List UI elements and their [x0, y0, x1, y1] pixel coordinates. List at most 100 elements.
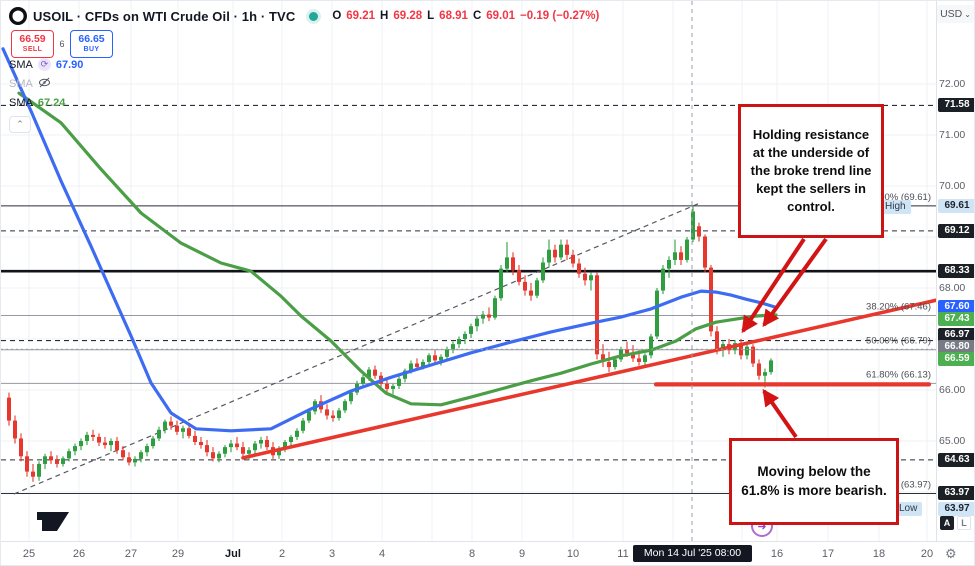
candle-body [205, 445, 209, 453]
crosshair-time-chip: Mon 14 Jul '25 08:00 [633, 545, 752, 562]
candle-body [145, 446, 149, 453]
candle-body [505, 257, 509, 269]
candles [7, 205, 773, 482]
candle-body [397, 378, 401, 386]
candle-body [481, 314, 485, 319]
sma-blue-line [1, 47, 778, 433]
candle-body [223, 447, 227, 454]
symbol-header: ⬤ USOIL · CFDs on WTI Crude Oil · 1h · T… [9, 6, 599, 26]
candle-body [403, 370, 407, 379]
price-axis-label-66.59: 66.59 [938, 352, 974, 366]
sma-green-line [17, 91, 778, 407]
candle-body [433, 355, 437, 361]
fib-level-label: 38.20% (67.46) [866, 302, 931, 313]
price-axis[interactable]: 72.00 71.58 71.00 70.00 69.61 69.12 68.33 68.00… [936, 1, 974, 541]
price-axis-label-69.12: 69.12 [938, 224, 974, 238]
candle-body [499, 268, 503, 299]
moving-averages [1, 47, 778, 433]
candle-body [427, 355, 431, 362]
candle-body [151, 438, 155, 447]
symbol-title[interactable]: USOIL · CFDs on WTI Crude Oil · 1h · TVC [33, 8, 296, 24]
drawn-trendlines[interactable] [241, 298, 938, 460]
candle-body [283, 442, 287, 449]
buy-button[interactable]: 66.65 BUY [70, 30, 113, 58]
candle-body [685, 239, 689, 260]
eye-off-icon[interactable] [38, 76, 51, 92]
candle-body [637, 358, 641, 362]
annotation-box-resistance[interactable]: Holding resistance at the underside of t… [738, 104, 884, 238]
time-axis-label-3: 3 [328, 548, 336, 560]
candle-body [289, 436, 293, 443]
annotation-arrows[interactable] [741, 237, 828, 439]
market-open-dot-icon[interactable] [309, 11, 319, 21]
time-axis[interactable]: Mon 14 Jul '25 08:00 25 26 27 29 Jul 2 3 4 8 9 10 1… [1, 541, 974, 565]
candle-body [79, 441, 83, 447]
red-arrow[interactable] [741, 237, 806, 334]
candle-body [247, 450, 251, 454]
red-arrow[interactable] [762, 388, 798, 439]
candle-body [613, 359, 617, 368]
time-axis-label-18: 18 [872, 548, 886, 560]
price-axis-label-68.33: 68.33 [938, 264, 974, 278]
candle-body [109, 441, 113, 446]
low-marker-label: Low [894, 502, 923, 516]
candle-body [703, 236, 707, 268]
candle-body [439, 356, 443, 361]
fib-level-label: 61.80% (66.13) [866, 369, 931, 380]
ohlc-letter: C [472, 10, 482, 22]
time-axis-label-4: 4 [378, 548, 386, 560]
candle-body [469, 326, 473, 334]
candle-body [361, 377, 365, 384]
collapse-legend-button[interactable]: ⌃ [9, 116, 31, 133]
candle-body [91, 434, 95, 437]
time-axis-label-17: 17 [821, 548, 835, 560]
candle-body [715, 331, 719, 350]
auto-scale-button[interactable]: A [940, 516, 954, 530]
indicator-value: 67.90 [55, 58, 84, 71]
candle-body [163, 421, 167, 430]
ohlc-value: 68.91 [439, 10, 468, 22]
indicator-row-sma-3[interactable]: SMA 67.24 [9, 93, 83, 112]
candle-body [217, 453, 221, 459]
candle-body [199, 442, 203, 446]
tradingview-logo[interactable] [37, 512, 69, 531]
candle-body [115, 441, 119, 451]
time-axis-label-16: 16 [770, 548, 784, 560]
red-arrow[interactable] [762, 237, 828, 328]
candle-body [373, 369, 377, 376]
buy-label: BUY [83, 46, 100, 53]
indicator-row-sma-1[interactable]: SMA ⟳ 67.90 [9, 55, 83, 74]
sell-button[interactable]: 66.59 SELL [11, 30, 54, 58]
candle-body [769, 360, 773, 373]
candle-body [385, 383, 389, 389]
candle-body [277, 448, 281, 456]
candle-body [535, 280, 539, 296]
time-axis-label-27: 27 [124, 548, 138, 560]
price-axis-label-69.61: 69.61 [938, 199, 974, 213]
gear-icon[interactable]: ⚙ [945, 546, 957, 561]
candle-body [763, 372, 767, 376]
indicator-name: SMA [9, 58, 33, 71]
candle-body [577, 263, 581, 274]
annotation-box-bearish[interactable]: Moving below the 61.8% is more bearish. [729, 438, 899, 525]
time-axis-label-20: 20 [920, 548, 934, 560]
candle-body [229, 443, 233, 448]
candle-body [751, 346, 755, 364]
time-axis-label-26: 26 [72, 548, 86, 560]
candle-body [451, 344, 455, 350]
log-scale-button[interactable]: L [957, 516, 971, 530]
red-trendline[interactable] [241, 298, 938, 460]
candle-body [661, 268, 665, 291]
candle-body [523, 281, 527, 291]
time-axis-label-11: 11 [617, 548, 629, 560]
candle-body [175, 425, 179, 432]
symbol-logo-icon[interactable]: ⬤ [9, 7, 27, 25]
currency-selector[interactable]: USD ⌄ [937, 5, 974, 23]
candle-body [181, 428, 185, 432]
candle-body [571, 254, 575, 264]
candle-body [415, 363, 419, 368]
indicator-row-sma-2[interactable]: SMA [9, 74, 83, 93]
candle-body [595, 275, 599, 355]
time-axis-label-25: 25 [22, 548, 36, 560]
